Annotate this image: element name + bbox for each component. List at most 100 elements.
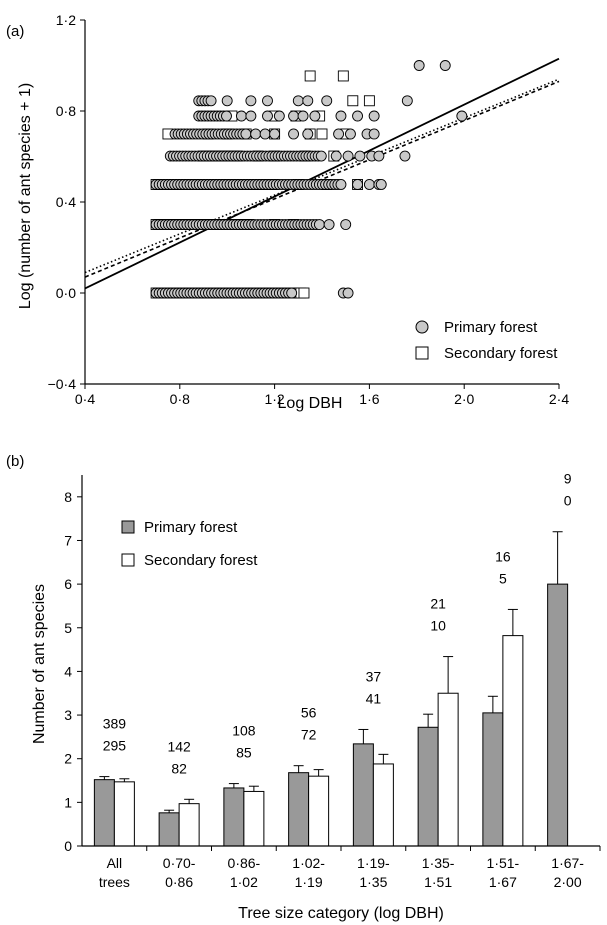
category-label: 1·35 [359,874,387,890]
point-primary [288,110,300,122]
y-tick-label: 1 [64,794,72,810]
count-secondary: 72 [301,727,317,743]
y-tick-label: 8 [64,489,72,505]
legend-swatch-secondary [121,553,135,567]
point-primary [368,128,380,140]
y-tick-label: 0 [64,838,72,854]
category-label: 1·51 [424,874,452,890]
point-primary [335,179,347,190]
point-primary [375,179,387,190]
category-label: 1·19 [295,874,323,890]
point-primary [340,219,352,230]
category-label: 1·02- [292,855,325,871]
count-primary: 142 [167,738,191,754]
category-label: trees [99,874,130,890]
legend-circle-marker [415,320,429,334]
x-axis-label: Log DBH [278,395,343,412]
category-label: 1·02 [230,874,258,890]
y-tick-label: −0·4 [48,376,77,392]
y-tick-label: 0·8 [56,103,76,119]
point-primary [205,95,217,107]
point-primary [245,110,257,122]
point-secondary [298,287,310,299]
category-label: 1·67- [551,855,584,871]
bar-secondary [372,763,394,847]
legend-label-secondary: Secondary forest [444,345,558,362]
bar-secondary [502,635,524,847]
bar-primary [158,812,180,847]
bar-primary [223,787,245,847]
y-tick-label: 2 [64,751,72,767]
count-secondary: 82 [171,760,187,776]
y-axis-label: Log (number of ant species + 1) [17,83,34,309]
point-primary [302,95,314,107]
axis-ticks: 012345678Alltrees0·70-0·860·86-1·021·02-… [64,475,601,890]
point-primary [309,110,321,122]
bar-secondary [178,803,200,847]
point-primary [321,95,333,107]
y-tick-label: 7 [64,532,72,548]
point-secondary [347,95,359,107]
point-primary [333,128,345,140]
point-primary [456,110,468,122]
point-primary [399,150,411,162]
bar-primary [352,743,374,847]
category-label: 2·00 [554,874,582,890]
count-labels: 389 295 142 82 108 85 56 72 37 41 21 10 16 5 9 0 [103,471,572,777]
legend-swatch-primary [121,520,135,534]
count-primary: 9 [564,471,572,487]
legend-square-marker [415,346,429,360]
x-tick-label: 0·4 [75,391,95,407]
point-secondary [337,70,349,82]
point-primary [352,110,363,122]
point-primary [245,95,257,107]
point-primary [315,150,327,162]
point-primary [401,95,413,107]
x-tick-label: 1·6 [359,391,379,407]
point-primary [259,128,271,140]
point-primary [342,287,354,299]
point-primary [413,60,425,71]
category-label: 0·86- [228,855,261,871]
y-tick-label: 4 [64,663,72,679]
y-tick-label: 6 [64,576,72,592]
y-tick-label: 5 [64,620,72,636]
point-secondary [316,128,328,140]
point-primary [240,128,252,140]
point-primary [352,179,363,190]
scatter-points [150,60,468,299]
bar-primary [482,712,504,847]
point-primary [292,95,304,107]
bar-panel: (b) 012345678Alltrees0·70-0·860·86-1·021… [6,453,601,922]
category-label: 1·35- [422,855,455,871]
point-primary [221,95,233,107]
y-tick-label: 1·2 [56,12,76,28]
bar-primary [417,726,439,847]
x-tick-label: 0·8 [170,391,190,407]
point-primary [235,110,247,122]
point-primary [330,150,342,162]
point-primary [302,128,314,140]
bar-secondary [243,790,265,847]
panel-b-tag: (b) [6,453,24,470]
point-primary [363,179,375,190]
count-secondary: 85 [236,745,252,761]
category-label: 0·86 [165,874,193,890]
count-primary: 37 [366,668,382,684]
point-primary [273,110,285,122]
point-primary [354,150,366,162]
legend-label-primary: Primary forest [144,519,238,536]
point-primary [262,95,273,107]
bar-secondary [113,781,135,847]
bars [93,531,569,847]
count-primary: 108 [232,723,256,739]
count-secondary: 5 [499,570,507,586]
category-label: 1·67 [489,874,517,890]
x-tick-label: 1·2 [264,391,284,407]
point-primary [286,287,298,299]
x-tick-label: 2·0 [454,391,474,407]
x-axis-label: Tree size category (log DBH) [238,905,444,922]
bar-primary [93,779,115,847]
point-primary [323,219,335,230]
